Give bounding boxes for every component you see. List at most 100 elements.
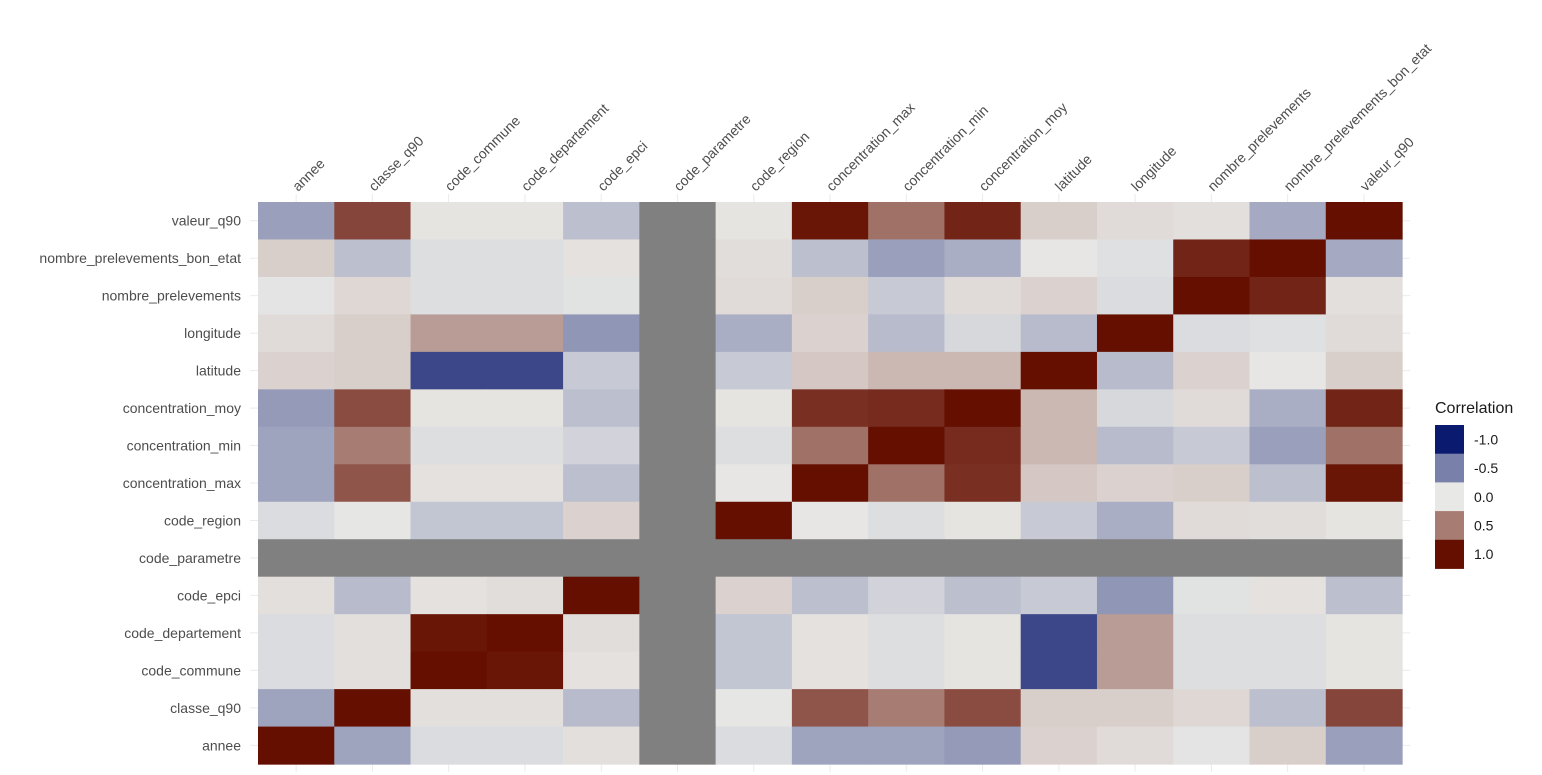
- heatmap-cell: [1249, 426, 1327, 465]
- heatmap-cell: [410, 426, 488, 465]
- heatmap-cell: [334, 351, 412, 390]
- heatmap-cell: [1173, 276, 1251, 316]
- heatmap-cell: [1096, 426, 1174, 465]
- heatmap-cell: [1020, 239, 1098, 278]
- heatmap-cell: [334, 539, 412, 578]
- heatmap-cell: [563, 576, 640, 615]
- heatmap-cell: [1020, 389, 1098, 428]
- heatmap-cell: [486, 426, 564, 465]
- heatmap-cell: [1173, 614, 1251, 653]
- legend-label: -0.5: [1474, 460, 1498, 476]
- heatmap-cell: [1173, 689, 1251, 728]
- heatmap-cell: [715, 689, 793, 728]
- heatmap-cell: [791, 239, 869, 278]
- heatmap-cell: [486, 576, 564, 615]
- heatmap-cell: [1173, 539, 1251, 578]
- heatmap-cell: [258, 389, 335, 428]
- heatmap-cell: [1173, 726, 1251, 765]
- heatmap-cell: [944, 614, 1022, 653]
- heatmap-cell: [715, 426, 793, 465]
- heatmap-cell: [563, 426, 640, 465]
- heatmap-cell: [563, 202, 640, 241]
- heatmap-cell: [1249, 239, 1327, 278]
- heatmap-cell: [563, 726, 640, 765]
- heatmap-cell: [410, 351, 488, 390]
- heatmap-cell: [1020, 426, 1098, 465]
- heatmap-cell: [563, 389, 640, 428]
- legend-key: [1435, 453, 1464, 483]
- heatmap-cell: [1173, 576, 1251, 615]
- heatmap-cell: [1020, 314, 1098, 353]
- heatmap-cell: [410, 202, 488, 241]
- heatmap-cell: [715, 276, 793, 316]
- heatmap-cell: [1325, 276, 1403, 316]
- heatmap-cell: [1173, 202, 1251, 241]
- heatmap-cell: [1325, 202, 1403, 241]
- heatmap-cell: [563, 614, 640, 653]
- heatmap-cell: [868, 314, 946, 353]
- heatmap-cell: [1325, 389, 1403, 428]
- heatmap-cell: [410, 314, 488, 353]
- heatmap-cell: [868, 689, 946, 728]
- heatmap-cell: [791, 276, 869, 316]
- heatmap-cell: [1096, 689, 1174, 728]
- heatmap-cell: [868, 539, 946, 578]
- heatmap-cell: [258, 239, 335, 278]
- x-tick-label: longitude: [1128, 142, 1180, 194]
- heatmap-cell: [486, 614, 564, 653]
- x-axis-tick-labels: annee classe_q90 code_communecode_departem…: [289, 40, 1434, 194]
- legend-label: 0.0: [1474, 489, 1494, 505]
- heatmap-cell: [944, 726, 1022, 765]
- heatmap-cell: [639, 501, 717, 540]
- y-tick-label: classe_q90: [170, 700, 241, 716]
- x-tick-label: code_parametre: [670, 111, 754, 195]
- heatmap-cell: [639, 539, 717, 578]
- heatmap-cell: [563, 239, 640, 278]
- heatmap-cell: [1249, 202, 1327, 241]
- heatmap-cell: [1249, 539, 1327, 578]
- heatmap-cell: [1249, 651, 1327, 690]
- heatmap-cell: [410, 651, 488, 690]
- heatmap-cell: [258, 651, 335, 690]
- heatmap-cell: [486, 351, 564, 390]
- heatmap-cell: [334, 651, 412, 690]
- heatmap-cell: [1325, 351, 1403, 390]
- heatmap-cell: [563, 351, 640, 390]
- heatmap-cell: [1096, 202, 1174, 241]
- heatmap-cell: [868, 464, 946, 503]
- heatmap-cell: [1325, 614, 1403, 653]
- y-tick-label: nombre_prelevements_bon_etat: [39, 250, 241, 266]
- legend-title: Correlation: [1435, 400, 1513, 417]
- heatmap-cell: [563, 464, 640, 503]
- heatmap-cell: [944, 501, 1022, 540]
- heatmap-cell: [334, 314, 412, 353]
- y-axis-tick-labels: valeur_q90 nombre_prelevements_bon_etatno…: [39, 213, 241, 754]
- heatmap-cell: [639, 426, 717, 465]
- heatmap-cell: [410, 501, 488, 540]
- heatmap-cell: [1173, 651, 1251, 690]
- y-tick-label: concentration_moy: [123, 400, 241, 416]
- y-tick-label: annee: [202, 737, 241, 753]
- heatmap-cell: [944, 426, 1022, 465]
- y-tick-label: valeur_q90: [172, 213, 241, 229]
- heatmap-cell: [791, 576, 869, 615]
- heatmap-cell: [868, 426, 946, 465]
- heatmap-cell: [486, 501, 564, 540]
- heatmap-cell: [1173, 501, 1251, 540]
- heatmap-cell: [1173, 389, 1251, 428]
- heatmap-cell: [715, 501, 793, 540]
- heatmap-cell: [1325, 501, 1403, 540]
- heatmap-cell: [1020, 351, 1098, 390]
- heatmap-cell: [791, 389, 869, 428]
- heatmap-cell: [1096, 576, 1174, 615]
- heatmap-cell: [791, 464, 869, 503]
- heatmap-cell: [1096, 276, 1174, 316]
- heatmap-cell: [563, 689, 640, 728]
- heatmap-cell: [868, 501, 946, 540]
- heatmap-cell: [1020, 501, 1098, 540]
- heatmap-cell: [258, 689, 335, 728]
- heatmap-cell: [715, 464, 793, 503]
- heatmap-cell: [639, 239, 717, 278]
- heatmap-cell: [1020, 576, 1098, 615]
